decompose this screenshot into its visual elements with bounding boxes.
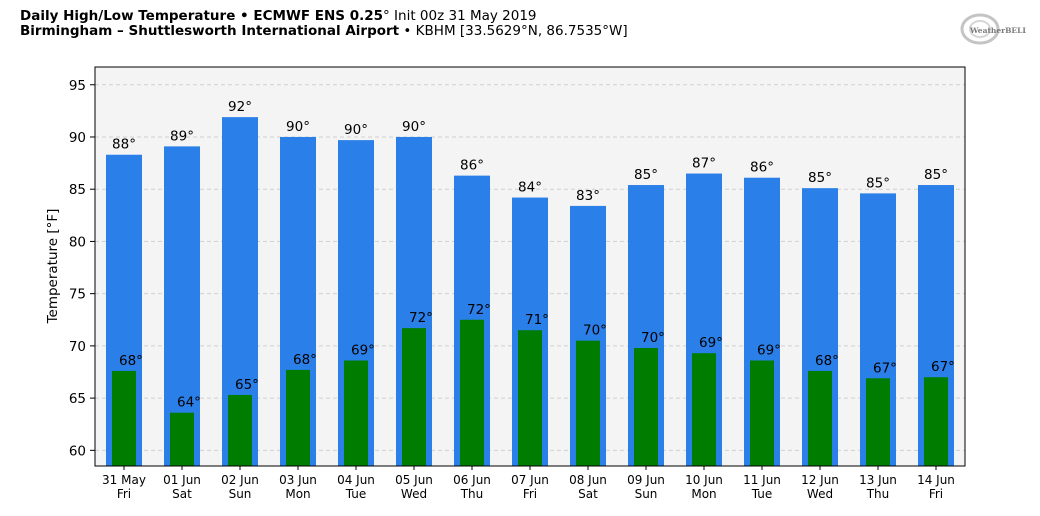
low-bar xyxy=(344,360,368,466)
x-tick-label-day: Thu xyxy=(460,487,484,501)
x-tick-label-date: 11 Jun xyxy=(743,473,781,487)
x-tick-label-date: 04 Jun xyxy=(337,473,375,487)
high-value-label: 84° xyxy=(518,180,542,196)
high-value-label: 90° xyxy=(344,122,368,138)
low-bar xyxy=(924,377,948,466)
x-tick-label-date: 14 Jun xyxy=(917,473,955,487)
low-value-label: 67° xyxy=(873,360,897,376)
low-value-label: 70° xyxy=(641,330,665,346)
low-value-label: 65° xyxy=(235,377,259,393)
low-value-label: 69° xyxy=(699,335,723,351)
low-value-label: 68° xyxy=(815,353,839,369)
chart-title: Daily High/Low Temperature • ECMWF ENS 0… xyxy=(20,8,537,24)
y-tick-label: 70 xyxy=(69,339,86,355)
low-value-label: 69° xyxy=(351,343,375,359)
high-value-label: 92° xyxy=(228,99,252,115)
x-tick-label-date: 05 Jun xyxy=(395,473,433,487)
x-tick-label-date: 12 Jun xyxy=(801,473,839,487)
x-tick-label-day: Sat xyxy=(172,487,192,501)
x-tick-label-date: 31 May xyxy=(102,473,146,487)
x-tick-label-day: Mon xyxy=(691,487,716,501)
weatherbell-logo: WeatherBELL xyxy=(960,13,1026,45)
x-tick-label-date: 01 Jun xyxy=(163,473,201,487)
high-value-label: 89° xyxy=(170,128,194,144)
high-value-label: 86° xyxy=(750,160,774,176)
x-tick-label-day: Tue xyxy=(345,487,367,501)
low-bar xyxy=(170,412,194,466)
x-tick-label-date: 09 Jun xyxy=(627,473,665,487)
data-labels: 88° 68° 89° 64° 92° 65° 90° 68° 90° 69° 90° 72° 86° 7… xyxy=(112,99,955,411)
low-value-label: 71° xyxy=(525,312,549,328)
high-value-label: 87° xyxy=(692,156,716,172)
y-tick-label: 65 xyxy=(69,391,86,407)
y-tick-label: 60 xyxy=(69,443,86,459)
low-bar xyxy=(808,370,832,466)
low-value-label: 70° xyxy=(583,323,607,339)
low-value-label: 68° xyxy=(119,353,143,369)
x-tick-label-day: Thu xyxy=(866,487,890,501)
low-bar xyxy=(286,369,310,466)
x-tick-label-day: Tue xyxy=(751,487,773,501)
x-tick-label-date: 07 Jun xyxy=(511,473,549,487)
low-bar xyxy=(576,340,600,466)
y-tick-label: 75 xyxy=(69,287,86,303)
high-value-label: 90° xyxy=(286,119,310,135)
high-value-label: 88° xyxy=(112,137,136,153)
location-subtitle: Birmingham – Shuttlesworth International… xyxy=(20,23,628,39)
low-bar xyxy=(402,328,426,466)
low-value-label: 64° xyxy=(177,395,201,411)
x-tick-label-day: Fri xyxy=(929,487,943,501)
y-tick-label: 90 xyxy=(69,130,86,146)
x-tick-label-date: 13 Jun xyxy=(859,473,897,487)
x-tick-label-date: 06 Jun xyxy=(453,473,491,487)
low-value-label: 67° xyxy=(931,359,955,375)
low-bar xyxy=(866,378,890,466)
high-value-label: 90° xyxy=(402,119,426,135)
y-axis-label: Temperature [°F] xyxy=(45,209,61,325)
low-value-label: 69° xyxy=(757,343,781,359)
low-bar xyxy=(518,330,542,466)
low-value-label: 72° xyxy=(467,302,491,318)
x-tick-label-date: 03 Jun xyxy=(279,473,317,487)
x-tick-label-date: 08 Jun xyxy=(569,473,607,487)
y-tick-label: 95 xyxy=(69,78,86,94)
low-value-label: 72° xyxy=(409,310,433,326)
high-value-label: 83° xyxy=(576,188,600,204)
high-value-label: 85° xyxy=(924,167,948,183)
low-value-label: 68° xyxy=(293,352,317,368)
high-value-label: 85° xyxy=(634,167,658,183)
high-value-label: 86° xyxy=(460,158,484,174)
low-bar xyxy=(228,394,252,466)
low-bar xyxy=(692,353,716,466)
x-tick-label-day: Mon xyxy=(285,487,310,501)
y-tick-label: 85 xyxy=(69,182,86,198)
low-bar xyxy=(460,319,484,466)
x-tick-label-date: 10 Jun xyxy=(685,473,723,487)
x-tick-label-day: Sat xyxy=(578,487,598,501)
x-tick-label-day: Fri xyxy=(117,487,131,501)
x-tick-label-day: Fri xyxy=(523,487,537,501)
low-bar xyxy=(634,347,658,466)
svg-text:WeatherBELL: WeatherBELL xyxy=(969,26,1026,35)
x-tick-label-day: Sun xyxy=(229,487,252,501)
low-bar xyxy=(112,370,136,466)
high-value-label: 85° xyxy=(866,175,890,191)
x-tick-label-day: Sun xyxy=(635,487,658,501)
low-bar xyxy=(750,360,774,466)
bars xyxy=(106,117,954,467)
y-tick-label: 80 xyxy=(69,234,86,250)
x-tick-label-day: Wed xyxy=(401,487,427,501)
high-value-label: 85° xyxy=(808,170,832,186)
x-tick-label-date: 02 Jun xyxy=(221,473,259,487)
x-tick-label-day: Wed xyxy=(807,487,833,501)
